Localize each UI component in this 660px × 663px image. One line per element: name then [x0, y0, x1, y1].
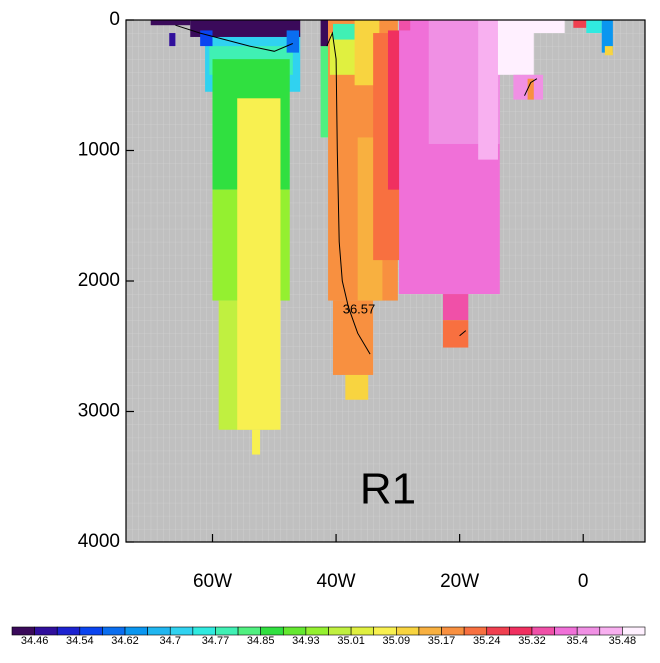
salinity-cell: [150, 20, 191, 26]
colorbar-box: [102, 626, 126, 636]
colorbar-label: 35.17: [428, 635, 456, 647]
colorbar-label: 35.32: [518, 635, 546, 647]
salinity-cell: [200, 30, 213, 47]
colorbar-label: 35.24: [473, 635, 501, 647]
colorbar-label: 34.77: [202, 635, 230, 647]
colorbar-box: [486, 626, 510, 636]
colorbar-box: [328, 626, 352, 636]
salinity-cell: [442, 294, 469, 321]
salinity-cell: [332, 300, 374, 375]
contour-line: [175, 24, 538, 355]
colorbar-box: [531, 626, 555, 636]
y-tick-label: 1000: [78, 140, 120, 161]
colorbar-box: [554, 626, 578, 636]
colorbar-box: [147, 626, 171, 636]
colorbar-box: [509, 626, 533, 636]
salinity-cell: [286, 30, 299, 53]
colorbar-box: [260, 626, 284, 636]
salinity-cell: [497, 20, 565, 34]
colorbar-box: [441, 626, 465, 636]
colorbar-label: 34.46: [21, 635, 49, 647]
region-label: R1: [360, 465, 416, 514]
salinity-cell: [252, 429, 261, 455]
x-tick-label: 40W: [317, 571, 356, 592]
salinity-cell: [169, 33, 176, 47]
colorbar-box: [350, 626, 375, 636]
colorbar-box: [418, 626, 442, 636]
colorbar-label: 34.7: [160, 635, 181, 647]
colorbar-label: 34.85: [247, 635, 275, 647]
salinity-cell: [320, 20, 329, 47]
salinity-cell: [345, 374, 369, 400]
colorbar-box: [599, 626, 623, 636]
salinity-cell: [527, 78, 534, 100]
colorbar-box: [169, 626, 194, 636]
salinity-cell: [190, 20, 301, 37]
colorbar-box: [305, 626, 329, 636]
salinity-cell: [320, 39, 330, 138]
colorbar-label: 34.62: [111, 635, 139, 647]
salinity-cell: [399, 20, 411, 31]
y-tick-label: 4000: [78, 531, 120, 552]
colorbar-box: [622, 626, 646, 636]
colorbar-box: [215, 626, 239, 636]
colorbar-box: [11, 626, 35, 636]
colorbar-box: [56, 626, 81, 636]
colorbar-box: [463, 626, 488, 636]
colorbar-label: 35.01: [337, 635, 365, 647]
x-tick-label: 0: [578, 571, 589, 592]
colorbar-label: 34.93: [292, 635, 320, 647]
colorbar-label: 34.54: [66, 635, 94, 647]
colorbar-box: [237, 626, 261, 636]
y-tick-label: 2000: [78, 270, 120, 291]
colorbar-box: [79, 626, 103, 636]
colorbar-label: 35.4: [566, 635, 587, 647]
salinity-cell: [329, 33, 358, 75]
colorbar-label: 35.48: [609, 635, 637, 647]
colorbar-box: [282, 626, 307, 636]
salinity-cell: [237, 98, 281, 430]
salinity-cell: [586, 20, 602, 34]
colorbar-label: 35.09: [383, 635, 411, 647]
colorbar-box: [373, 626, 397, 636]
salinity-cell: [601, 20, 613, 53]
colorbar-box: [192, 626, 216, 636]
y-tick-label: 0: [109, 9, 120, 30]
plot-area: 36.57 0 1000 2000 3000 4000 60W 40W 20W 0 34.46 34.…: [11, 9, 646, 647]
salinity-cell: [442, 320, 469, 348]
salinity-cell: [332, 23, 355, 40]
colorbar-box: [396, 626, 420, 636]
salinity-cell: [478, 20, 498, 160]
salinity-cell: [573, 20, 587, 28]
salinity-cell: [604, 46, 613, 56]
colorbar-box: [34, 626, 58, 636]
contour-label: 36.57: [343, 301, 376, 316]
x-tick-label: 20W: [440, 571, 479, 592]
colorbar-box: [124, 626, 148, 636]
x-tick-label: 60W: [193, 571, 232, 592]
y-tick-label: 3000: [78, 401, 120, 422]
colorbar-box: [576, 626, 601, 636]
